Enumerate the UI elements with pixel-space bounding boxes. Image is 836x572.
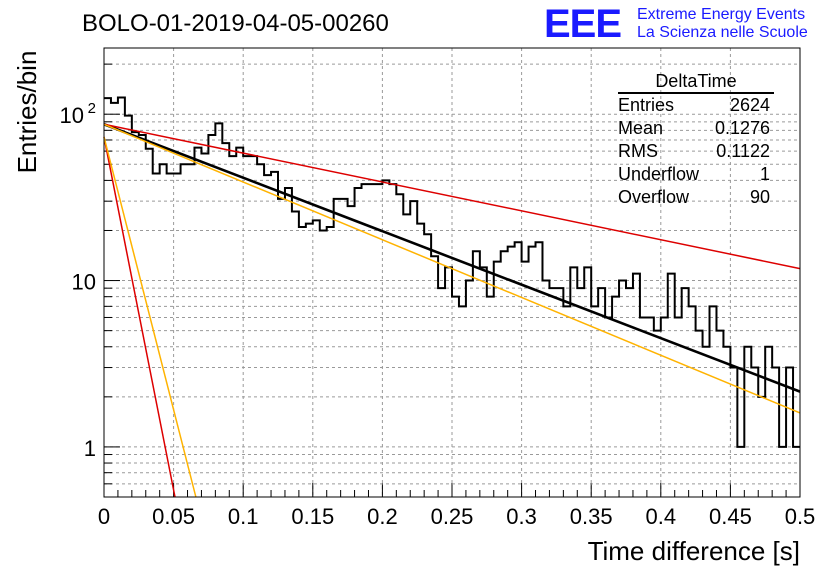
stats-label: Mean bbox=[618, 118, 664, 138]
histogram-series bbox=[104, 96, 800, 448]
stats-row-rms: RMS 0.1122 bbox=[612, 140, 780, 163]
stats-label: Overflow bbox=[618, 187, 690, 207]
stats-label: RMS bbox=[618, 141, 658, 161]
y-tick-label: 10 bbox=[72, 270, 96, 295]
x-tick-label: 0.25 bbox=[431, 504, 474, 529]
fit-line-slow-red bbox=[103, 123, 801, 270]
stats-label: Underflow bbox=[618, 164, 700, 184]
fit-line-slow-orange bbox=[103, 123, 801, 414]
x-tick-label: 0.3 bbox=[506, 504, 537, 529]
y-axis-title: Entries/bin bbox=[12, 51, 42, 174]
stats-row-entries: Entries 2624 bbox=[612, 94, 780, 117]
eee-logo: EEE bbox=[544, 2, 622, 46]
stats-label: Entries bbox=[618, 95, 675, 115]
y-tick-exponent: 2 bbox=[88, 100, 96, 117]
stats-box: DeltaTime Entries 2624 Mean 0.1276 RMS 0… bbox=[612, 70, 780, 209]
x-tick-label: 0 bbox=[98, 504, 110, 529]
stats-value: 0.1276 bbox=[714, 118, 770, 138]
chart-title: BOLO-01-2019-04-05-00260 bbox=[82, 10, 389, 37]
x-tick-label: 0.5 bbox=[785, 504, 816, 529]
fit-line-fit bbox=[103, 123, 801, 393]
x-tick-label: 0.45 bbox=[709, 504, 752, 529]
x-tick-label: 0.4 bbox=[646, 504, 677, 529]
y-tick-label: 1 bbox=[84, 436, 96, 461]
stats-value: 2624 bbox=[729, 95, 770, 115]
stats-row-mean: Mean 0.1276 bbox=[612, 117, 780, 140]
stats-value: 90 bbox=[749, 187, 770, 207]
plot-frame bbox=[103, 47, 801, 498]
stats-title: DeltaTime bbox=[618, 70, 774, 94]
x-tick-label: 0.05 bbox=[152, 504, 195, 529]
x-axis-title: Time difference [s] bbox=[588, 536, 800, 566]
fit-line-fast-red bbox=[103, 136, 176, 498]
y-tick-label: 10 bbox=[60, 103, 84, 128]
stats-row-overflow: Overflow 90 bbox=[612, 186, 780, 209]
x-tick-label: 0.2 bbox=[367, 504, 398, 529]
logo-line-2: La Scienza nelle Scuole bbox=[637, 24, 808, 41]
stats-value: 1 bbox=[759, 164, 770, 184]
stats-row-underflow: Underflow 1 bbox=[612, 163, 780, 186]
logo-line-1: Extreme Energy Events bbox=[637, 6, 806, 23]
fit-line-fast-orange bbox=[103, 136, 197, 498]
x-tick-label: 0.35 bbox=[570, 504, 613, 529]
x-tick-label: 0.1 bbox=[228, 504, 259, 529]
x-tick-label: 0.15 bbox=[291, 504, 334, 529]
stats-value: 0.1122 bbox=[716, 141, 770, 161]
